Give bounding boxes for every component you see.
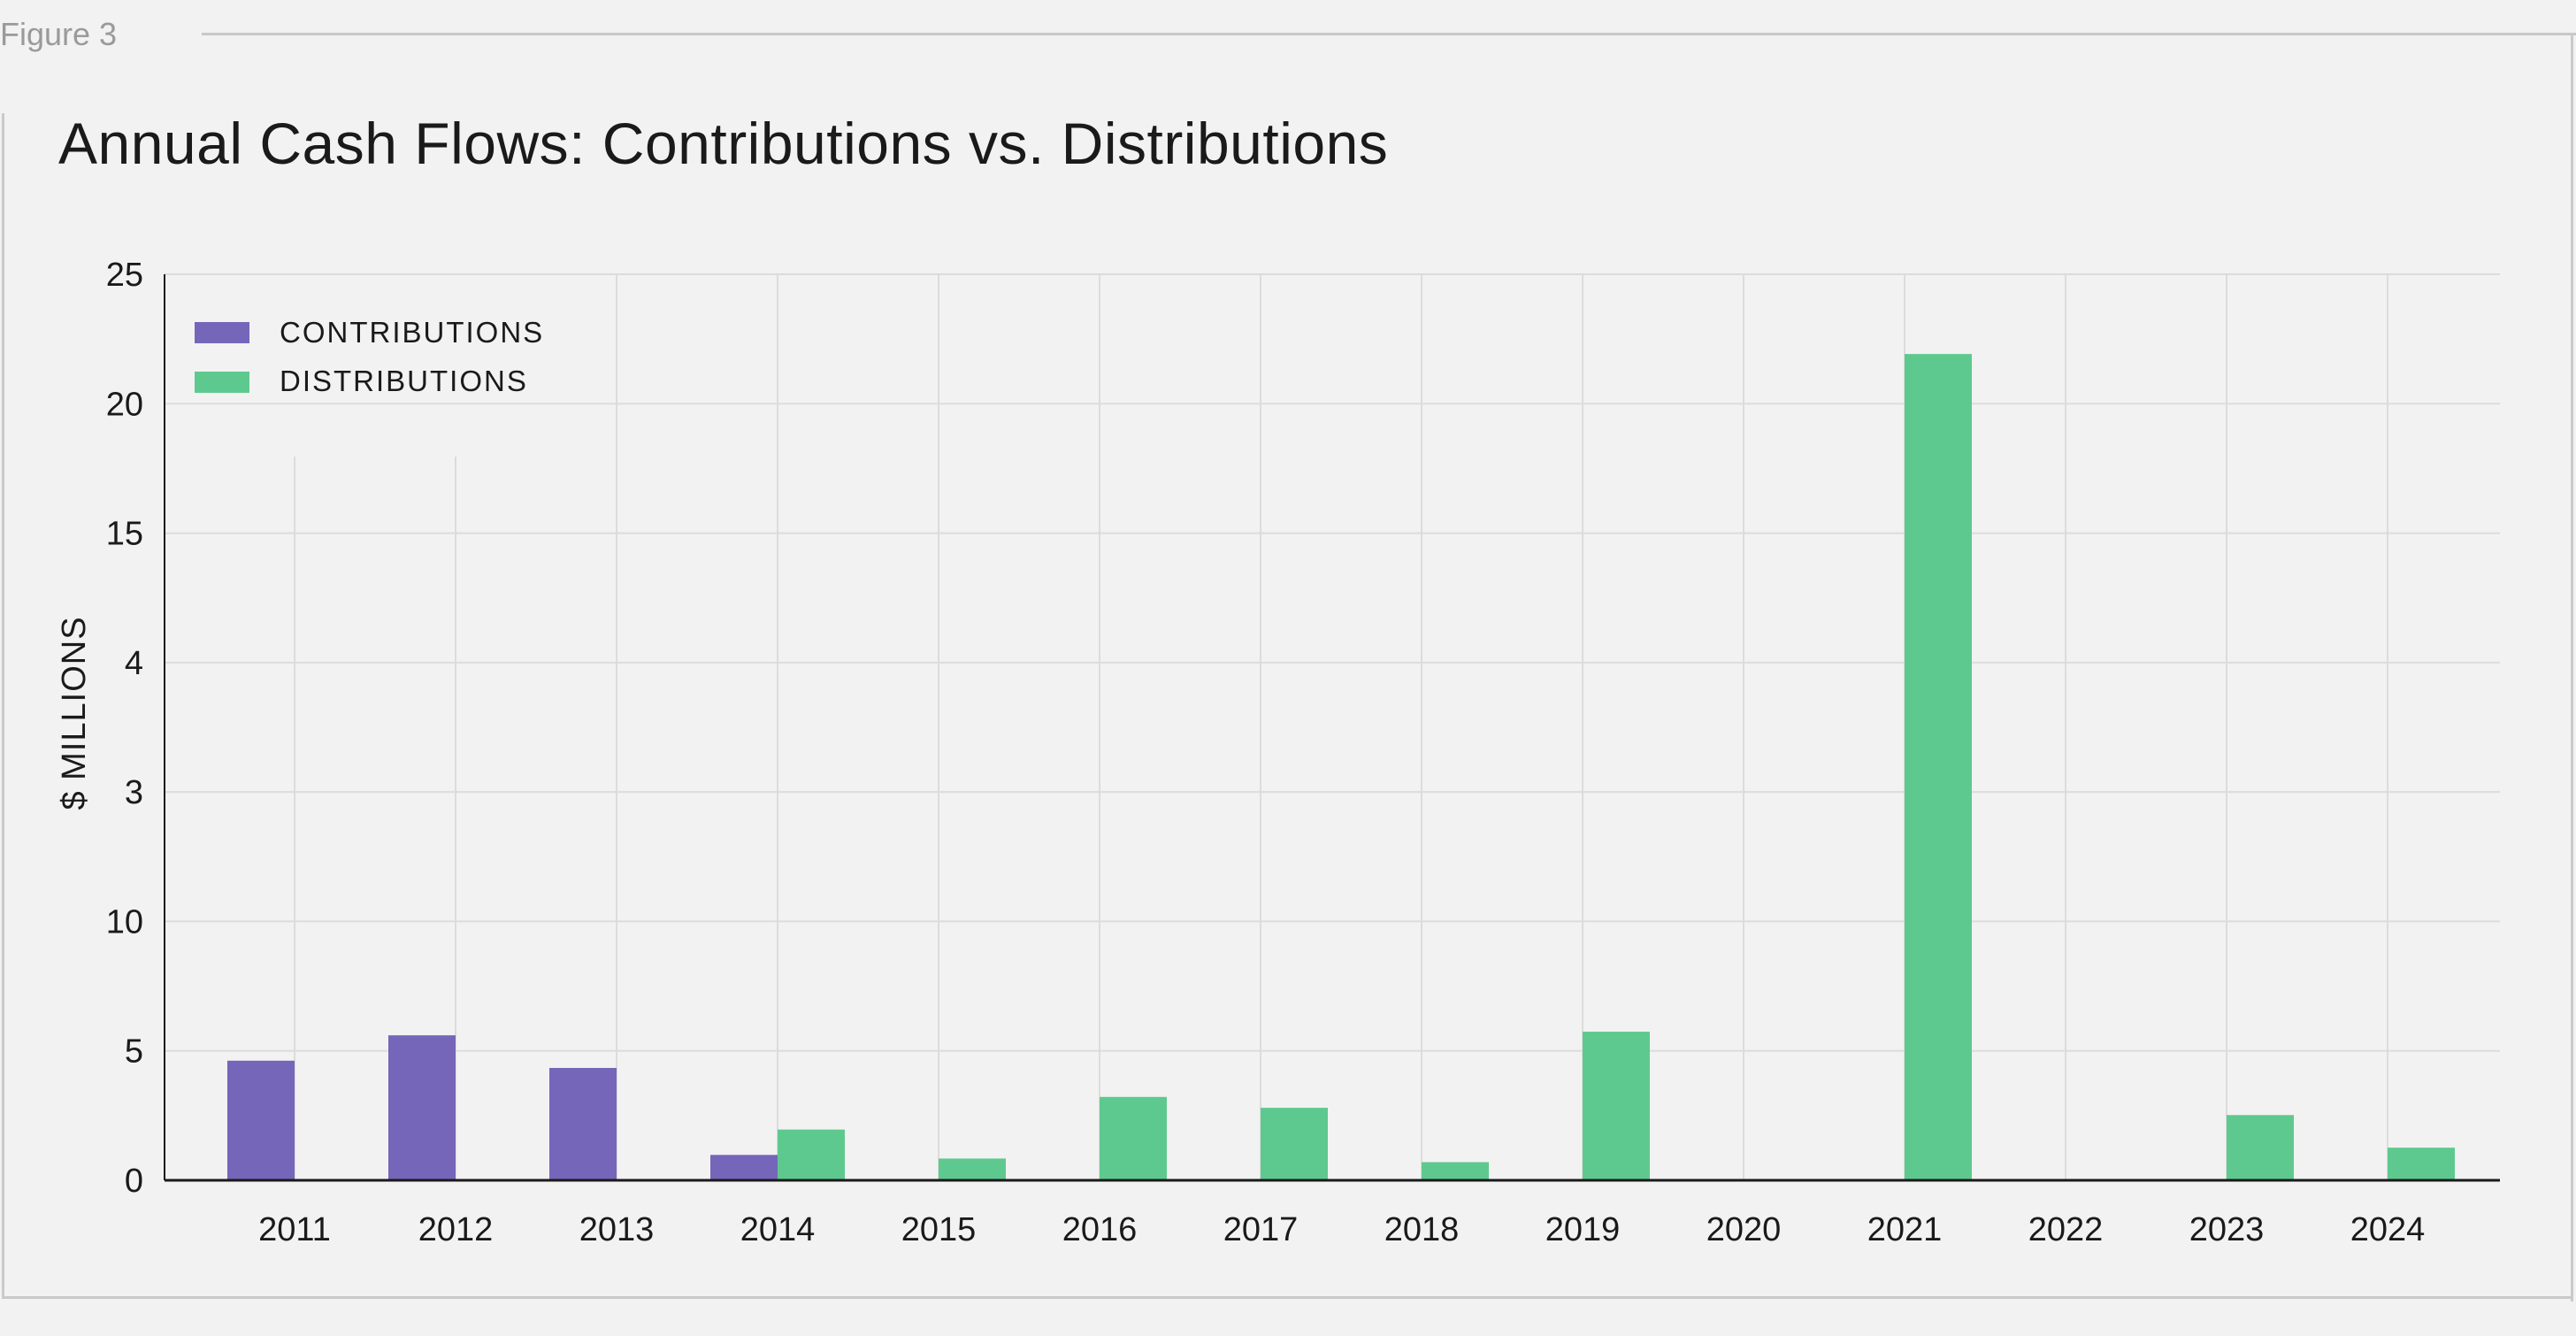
legend-label-contributions: CONTRIBUTIONS (280, 316, 544, 349)
y-tick-label: 0 (125, 1163, 143, 1200)
y-tick-label: 4 (125, 645, 143, 682)
bar-distributions (939, 1158, 1006, 1180)
bar-distributions (778, 1129, 845, 1180)
legend-swatch-contributions (195, 322, 249, 343)
bar-distributions (1422, 1162, 1489, 1180)
figure-label: Figure 3 (0, 16, 118, 52)
bar-distributions (1100, 1096, 1167, 1180)
x-tick-label: 2019 (1545, 1211, 1621, 1248)
y-tick-label: 25 (106, 257, 143, 294)
y-tick-labels: 0 5 10 3 4 15 20 25 (106, 257, 143, 1200)
x-tick-label: 2013 (579, 1211, 655, 1248)
figure-frame-right-edge (2571, 33, 2573, 1301)
bar-contributions (388, 1035, 456, 1180)
legend-swatch-distributions (195, 372, 249, 393)
axes (164, 274, 2500, 1182)
x-tick-label: 2022 (2028, 1211, 2104, 1248)
x-tick-labels: 2011 2012 2013 2014 2015 2016 2017 2018 2019 2020… (258, 1211, 2425, 1248)
x-tick-label: 2024 (2350, 1211, 2426, 1248)
bar-contributions (549, 1068, 617, 1180)
gridlines (165, 273, 2500, 1180)
bar-distributions (1905, 354, 1972, 1180)
x-tick-label: 2016 (1062, 1211, 1138, 1248)
y-tick-label: 20 (106, 386, 143, 423)
bar-distributions (1583, 1032, 1650, 1180)
y-tick-label: 15 (106, 516, 143, 553)
bar-contributions (710, 1155, 778, 1180)
bar-distributions (2227, 1115, 2294, 1180)
bar-distributions (2388, 1148, 2455, 1180)
x-tick-label: 2017 (1223, 1211, 1299, 1248)
x-tick-label: 2020 (1706, 1211, 1782, 1248)
chart-title: Annual Cash Flows: Contributions vs. Dis… (58, 111, 1389, 176)
y-tick-label: 5 (125, 1033, 143, 1071)
x-tick-label: 2018 (1384, 1211, 1460, 1248)
y-axis-label: $ MILLIONS (56, 616, 93, 810)
bar-contributions (227, 1060, 295, 1180)
x-tick-label: 2014 (740, 1211, 816, 1248)
top-divider (202, 33, 2576, 35)
x-tick-label: 2021 (1867, 1211, 1943, 1248)
x-tick-label: 2023 (2189, 1211, 2265, 1248)
figure-frame (2, 113, 2572, 1299)
bars (227, 354, 2455, 1180)
y-tick-label: 10 (106, 903, 143, 941)
bar-distributions (1261, 1108, 1328, 1180)
x-tick-label: 2015 (901, 1211, 977, 1248)
legend-label-distributions: DISTRIBUTIONS (280, 365, 528, 397)
y-tick-label: 3 (125, 774, 143, 811)
x-tick-label: 2012 (418, 1211, 494, 1248)
x-tick-label: 2011 (258, 1211, 331, 1248)
legend: CONTRIBUTIONS DISTRIBUTIONS (195, 316, 544, 397)
